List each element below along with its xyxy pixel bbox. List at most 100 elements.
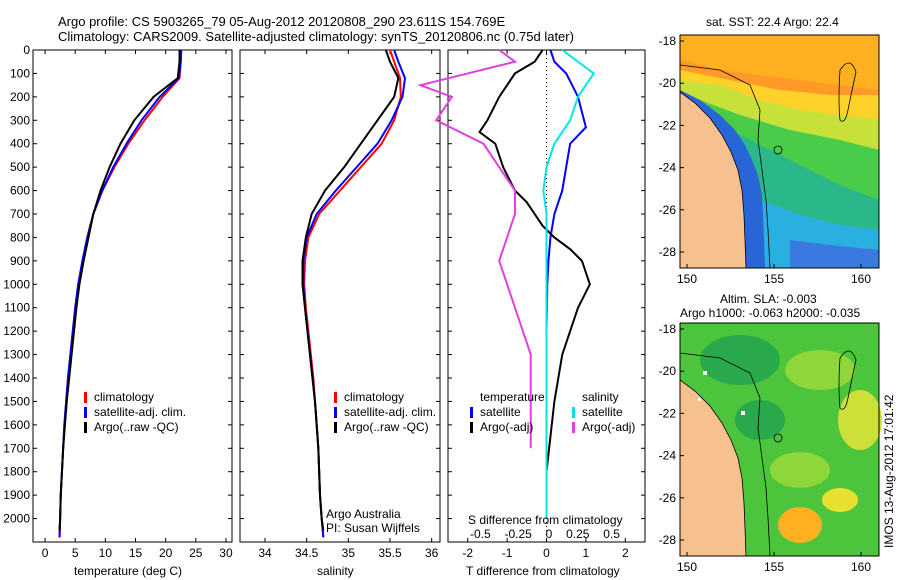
y-tick-label: 200 <box>10 90 30 104</box>
x-tick-label: 34 <box>258 546 272 560</box>
salinity-legend: climatology satellite-adj. clim. Argo(..… <box>332 390 436 435</box>
difference-legend-temperature: temperature satellite Argo(-adj) <box>468 390 545 435</box>
difference-legend-salinity: salinity satellite Argo(-adj) <box>570 390 635 435</box>
y-tick-label: 1600 <box>3 418 30 432</box>
legend-item-satellite: satellite-adj. clim. <box>82 405 186 420</box>
y-tick-label: 1200 <box>3 324 30 338</box>
x-tick-label: 2 <box>622 546 629 560</box>
sla-map <box>679 323 882 557</box>
lat-tick-label: -18 <box>659 322 677 336</box>
x-tick-label: 15 <box>129 546 143 560</box>
series-line <box>542 49 596 519</box>
credit-text: IMOS 13-Aug-2012 17:01:42 <box>882 394 896 548</box>
series-line <box>478 49 591 519</box>
x-tick-label: 35.5 <box>378 546 402 560</box>
lon-tick-label: 150 <box>677 560 697 574</box>
x-tick-label: -2 <box>462 546 473 560</box>
x-tick-label: -1 <box>502 546 513 560</box>
difference-xlabel-top: S difference from climatology <box>468 513 623 527</box>
lat-tick-label: -28 <box>659 533 677 547</box>
temperature-xlabel: temperature (deg C) <box>74 564 183 578</box>
x-tick-label: 5 <box>72 546 79 560</box>
lat-tick-label: -28 <box>659 245 677 259</box>
y-tick-label: 300 <box>10 113 30 127</box>
figure-title-line1: Argo profile: CS 5903265_79 05-Aug-2012 … <box>58 14 506 29</box>
lat-tick-label: -24 <box>659 449 677 463</box>
lon-tick-label: 150 <box>677 272 697 286</box>
legend-item-satellite: satellite-adj. clim. <box>332 405 436 420</box>
y-tick-label: 500 <box>10 160 30 174</box>
lat-tick-label: -18 <box>659 34 677 48</box>
legend-item-satellite-sal: satellite <box>570 405 635 420</box>
lat-tick-label: -20 <box>659 364 677 378</box>
lon-tick-label: 155 <box>764 272 784 286</box>
y-tick-label: 1700 <box>3 441 30 455</box>
salinity-note-program: Argo Australia <box>326 507 401 521</box>
series-line <box>58 50 181 531</box>
y-tick-label: 2000 <box>3 512 30 526</box>
series-line <box>301 49 400 531</box>
difference-top-ticks: -0.5 -0.25 0 0.25 0.5 <box>470 527 620 541</box>
y-tick-label: 1500 <box>3 394 30 408</box>
legend-item-climatology: climatology <box>332 390 436 405</box>
y-tick-label: 1000 <box>3 277 30 291</box>
figure-title-line2: Climatology: CARS2009. Satellite-adjuste… <box>58 29 574 44</box>
y-tick-label: 700 <box>10 207 30 221</box>
x-tick-label: 36 <box>425 546 439 560</box>
y-tick-label: 0 <box>23 43 30 57</box>
top-tick: 0.5 <box>603 527 620 541</box>
y-tick-label: 600 <box>10 184 30 198</box>
y-tick-label: 100 <box>10 66 30 80</box>
x-tick-label: 10 <box>99 546 113 560</box>
top-tick: 0.25 <box>566 527 590 541</box>
temperature-legend: climatology satellite-adj. clim. Argo(..… <box>82 390 186 435</box>
legend-item-satellite: satellite <box>468 405 545 420</box>
x-tick-label: 34.5 <box>295 546 319 560</box>
difference-panel: -2 -1 0 1 2 <box>417 49 646 560</box>
x-tick-label: 25 <box>189 546 203 560</box>
salinity-panel: 34 34.5 35 35.5 36 <box>239 49 441 560</box>
lat-tick-label: -20 <box>659 76 677 90</box>
x-tick-label: 0 <box>42 546 49 560</box>
y-tick-label: 1100 <box>4 301 30 315</box>
top-tick: -0.25 <box>504 527 532 541</box>
legend-item-argo-sal: Argo(-adj) <box>570 420 635 435</box>
legend-item-argo: Argo(-adj) <box>468 420 545 435</box>
series-line <box>417 49 532 449</box>
lon-tick-label: 155 <box>764 560 784 574</box>
x-tick-label: 20 <box>159 546 173 560</box>
y-tick-label: 1400 <box>3 371 30 385</box>
sst-map-title: sat. SST: 22.4 Argo: 22.4 <box>706 15 839 29</box>
y-tick-label: 1900 <box>3 488 30 502</box>
lat-tick-label: -22 <box>659 118 677 132</box>
legend-heading: salinity <box>582 390 619 404</box>
y-tick-label: 400 <box>10 137 30 151</box>
y-tick-label: 800 <box>10 230 30 244</box>
y-tick-label: 1800 <box>3 465 30 479</box>
lon-tick-label: 160 <box>851 560 871 574</box>
plot-frame <box>32 49 233 543</box>
plot-frame <box>239 49 441 543</box>
x-tick-label: 30 <box>219 546 233 560</box>
series-line <box>545 49 588 519</box>
lat-tick-label: -24 <box>659 161 677 175</box>
top-tick: -0.5 <box>470 527 491 541</box>
legend-item-climatology: climatology <box>82 390 186 405</box>
lat-tick-label: -22 <box>659 406 677 420</box>
sla-map-title-line1: Altim. SLA: -0.003 <box>720 292 817 306</box>
top-tick: 0 <box>545 527 553 541</box>
y-tick-label: 1300 <box>3 348 30 362</box>
x-tick-label: 1 <box>583 546 590 560</box>
lat-tick-label: -26 <box>659 203 677 217</box>
lat-tick-label: -26 <box>659 491 677 505</box>
legend-item-argo: Argo(..raw -QC) <box>332 420 436 435</box>
lon-tick-label: 160 <box>851 272 871 286</box>
x-tick-label: 35 <box>342 546 356 560</box>
legend-heading: temperature <box>480 390 545 404</box>
legend-item-argo: Argo(..raw -QC) <box>82 420 186 435</box>
salinity-xlabel: salinity <box>317 564 354 578</box>
x-tick-label: 0 <box>543 546 550 560</box>
temperature-panel: 0 5 10 15 20 25 300100200300400500600700800900… <box>3 43 233 560</box>
